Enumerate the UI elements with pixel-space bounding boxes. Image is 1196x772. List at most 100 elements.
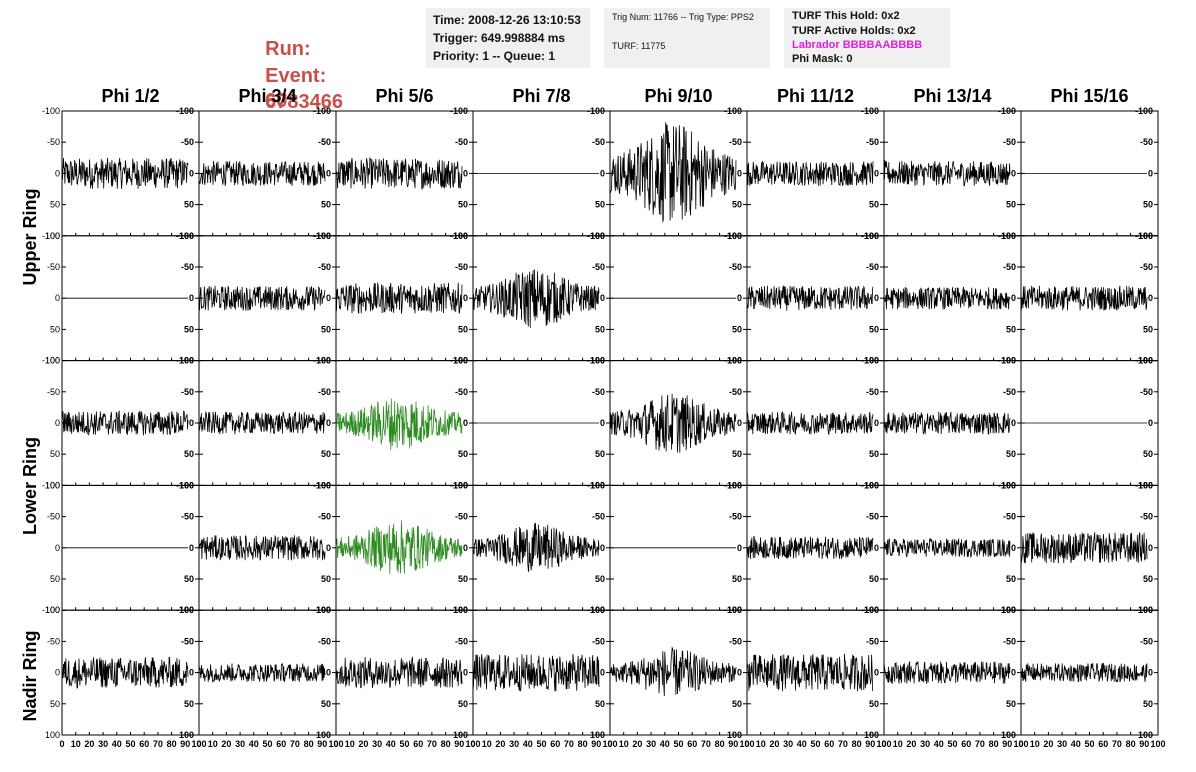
- y-tick-label-right: 0: [874, 543, 879, 553]
- x-tick-label: 30: [509, 739, 519, 749]
- y-tick-label-right: 0: [1148, 418, 1153, 428]
- y-tick-label-right: 50: [1143, 200, 1153, 210]
- waveform-trace: [746, 410, 874, 436]
- y-tick-label-right: -50: [455, 387, 468, 397]
- x-tick-label: 10: [1030, 739, 1040, 749]
- x-tick-label: 90: [1139, 739, 1149, 749]
- waveform-trace: [198, 534, 326, 561]
- y-tick-label-right: -100: [313, 231, 331, 241]
- y-tick-label-right: 50: [458, 699, 468, 709]
- y-tick-label-left: -50: [47, 387, 60, 397]
- x-tick-label: 100: [739, 739, 754, 749]
- x-tick-label: 10: [756, 739, 766, 749]
- y-tick-label-right: -50: [592, 387, 605, 397]
- column-header-phi-3-4: Phi 3/4: [238, 86, 297, 106]
- x-tick-label: 100: [191, 739, 206, 749]
- y-tick-label-right: 0: [463, 293, 468, 303]
- column-header-phi-11-12: Phi 11/12: [776, 86, 855, 106]
- y-tick-label-right: 100: [590, 730, 605, 740]
- y-tick-label-left: 0: [55, 293, 60, 303]
- x-tick-label: 80: [715, 739, 725, 749]
- y-tick-label-right: -50: [866, 262, 879, 272]
- y-tick-label-right: 50: [184, 574, 194, 584]
- y-tick-label-right: -50: [1140, 512, 1153, 522]
- y-tick-label-right: -100: [313, 605, 331, 615]
- x-tick-label: 60: [276, 739, 286, 749]
- x-tick-label: 60: [961, 739, 971, 749]
- y-tick-label-right: -50: [1003, 262, 1016, 272]
- y-tick-label-right: -50: [1003, 512, 1016, 522]
- x-tick-label: 50: [399, 739, 409, 749]
- y-tick-label-right: 50: [184, 699, 194, 709]
- waveform-trace: [198, 410, 326, 435]
- waveform-trace: [335, 398, 463, 451]
- x-tick-label: 20: [84, 739, 94, 749]
- time-info-box: Time: 2008-12-26 13:10:53 Trigger: 649.9…: [426, 8, 590, 68]
- waveform-trace: [609, 393, 737, 453]
- y-tick-label-right: -100: [176, 480, 194, 490]
- y-tick-label-left: -100: [42, 106, 60, 116]
- y-tick-label-right: 50: [732, 324, 742, 334]
- y-tick-label-left: 0: [55, 168, 60, 178]
- y-tick-label-right: -50: [181, 137, 194, 147]
- y-tick-label-right: -50: [318, 512, 331, 522]
- x-tick-label: 80: [852, 739, 862, 749]
- y-tick-label-right: -100: [1135, 231, 1153, 241]
- y-tick-label-right: 50: [1006, 449, 1016, 459]
- y-tick-label-right: 0: [326, 543, 331, 553]
- y-tick-label-right: 0: [1011, 543, 1016, 553]
- y-tick-label-right: -100: [1135, 356, 1153, 366]
- y-tick-label-left: -50: [47, 512, 60, 522]
- y-tick-label-right: 0: [874, 418, 879, 428]
- x-tick-label: 60: [824, 739, 834, 749]
- y-tick-label-right: 50: [595, 200, 605, 210]
- y-tick-label-right: -100: [998, 605, 1016, 615]
- y-tick-label-right: 50: [595, 324, 605, 334]
- waveform-trace: [746, 535, 874, 560]
- y-tick-label-right: -100: [176, 231, 194, 241]
- y-tick-label-right: 50: [458, 574, 468, 584]
- y-tick-label-right: -100: [1135, 480, 1153, 490]
- y-tick-label-right: 0: [1148, 668, 1153, 678]
- waveform-trace: [335, 282, 463, 315]
- y-tick-label-right: -100: [998, 231, 1016, 241]
- y-tick-label-right: 50: [1143, 699, 1153, 709]
- y-tick-label-left: -100: [42, 231, 60, 241]
- x-tick-label: 0: [881, 739, 886, 749]
- y-tick-label-right: 50: [1143, 574, 1153, 584]
- y-tick-label-right: 0: [326, 668, 331, 678]
- y-tick-label-right: -100: [587, 356, 605, 366]
- y-tick-label-right: 50: [321, 574, 331, 584]
- event-value: 6783466: [265, 91, 343, 113]
- x-tick-label: 70: [1112, 739, 1122, 749]
- x-tick-label: 30: [646, 739, 656, 749]
- y-tick-label-left: 50: [50, 324, 60, 334]
- y-tick-label-right: 100: [453, 730, 468, 740]
- y-tick-label-right: 50: [732, 200, 742, 210]
- waveform-trace: [883, 411, 1011, 436]
- x-tick-label: 40: [249, 739, 259, 749]
- y-tick-label-right: -50: [729, 137, 742, 147]
- time-text: Time: 2008-12-26 13:10:53: [433, 13, 581, 27]
- y-tick-label-right: -100: [313, 106, 331, 116]
- y-tick-label-right: -50: [1140, 137, 1153, 147]
- y-tick-label-right: 50: [184, 200, 194, 210]
- x-tick-label: 90: [454, 739, 464, 749]
- y-tick-label-right: 50: [184, 449, 194, 459]
- y-tick-label-right: -50: [455, 262, 468, 272]
- x-tick-label: 80: [578, 739, 588, 749]
- y-tick-label-right: 100: [1138, 730, 1153, 740]
- x-tick-label: 30: [783, 739, 793, 749]
- y-tick-label-left: 100: [45, 730, 60, 740]
- y-tick-label-right: 50: [458, 449, 468, 459]
- x-tick-label: 40: [386, 739, 396, 749]
- y-tick-label-right: -50: [729, 262, 742, 272]
- column-header-phi-15-16: Phi 15/16: [1050, 86, 1129, 106]
- x-tick-label: 20: [906, 739, 916, 749]
- x-tick-label: 100: [1013, 739, 1028, 749]
- x-tick-label: 50: [536, 739, 546, 749]
- panel-r3-c0: 100 100 50 50 0 0 -50 -50 -100 -100: [42, 480, 200, 615]
